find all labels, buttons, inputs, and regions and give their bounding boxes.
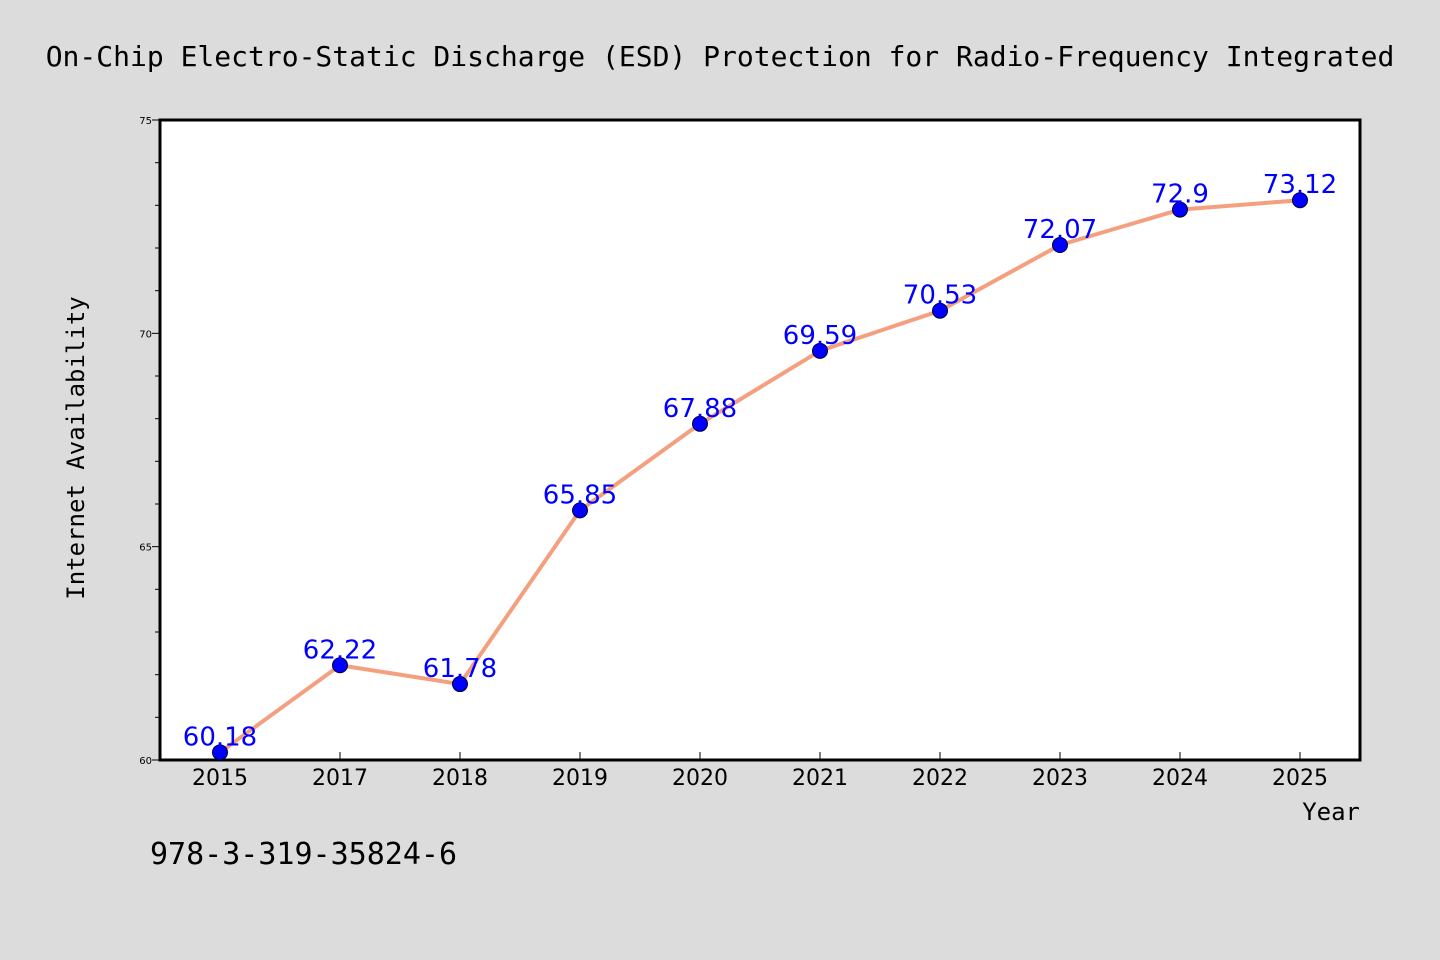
- y-tick-label: 75: [139, 116, 152, 127]
- x-tick-label: 2024: [1152, 766, 1208, 791]
- data-label: 70.53: [903, 281, 977, 311]
- data-label: 62.22: [303, 635, 377, 665]
- data-point: [1172, 201, 1188, 218]
- y-axis-ticks: 60 65 70 75: [139, 116, 160, 767]
- data-label: 73.12: [1263, 170, 1337, 200]
- data-point: [812, 342, 828, 359]
- y-axis-label: Internet Availability: [62, 296, 90, 599]
- x-tick-label: 2022: [912, 766, 968, 791]
- data-label: 72.9: [1151, 180, 1209, 210]
- data-label: 61.78: [423, 654, 497, 684]
- series-line-group: [212, 192, 1308, 761]
- x-tick-label: 2021: [792, 766, 848, 791]
- data-labels: 60.18 62.22 61.78 65.85 67.88 69.59 70.53 72.07…: [183, 170, 1337, 752]
- chart-title: On-Chip Electro-Static Discharge (ESD) P…: [46, 40, 1395, 73]
- x-tick-label: 2023: [1032, 766, 1088, 791]
- y-tick-label: 65: [139, 543, 152, 554]
- isbn-text: 978-3-319-35824-6: [150, 837, 457, 872]
- data-point: [692, 415, 708, 432]
- data-point: [212, 744, 228, 761]
- plot-area: [158, 118, 1362, 762]
- data-point: [932, 302, 948, 319]
- series-line: [218, 198, 1301, 754]
- data-label: 60.18: [183, 722, 257, 752]
- y-tick-label: 70: [139, 329, 152, 340]
- data-label: 69.59: [783, 321, 857, 351]
- data-label: 65.85: [543, 480, 617, 510]
- data-point: [1292, 192, 1308, 209]
- x-tick-label: 2017: [312, 766, 368, 791]
- x-tick-label: 2020: [672, 766, 728, 791]
- x-tick-label: 2025: [1272, 766, 1328, 791]
- data-point: [1052, 237, 1068, 254]
- x-tick-label: 2015: [192, 766, 248, 791]
- y-tick-label: 60: [139, 756, 152, 767]
- data-label: 72.07: [1023, 215, 1097, 245]
- data-label: 67.88: [663, 394, 737, 424]
- data-point: [572, 502, 588, 519]
- x-tick-label: 2019: [552, 766, 608, 791]
- x-axis-label: Year: [1302, 798, 1360, 826]
- x-tick-label: 2018: [432, 766, 488, 791]
- data-point: [452, 676, 468, 693]
- data-point: [332, 657, 348, 674]
- x-axis-ticks: 2015 2017 2018 2019 2020 2021 2022 2023 2024 2025: [192, 752, 1328, 791]
